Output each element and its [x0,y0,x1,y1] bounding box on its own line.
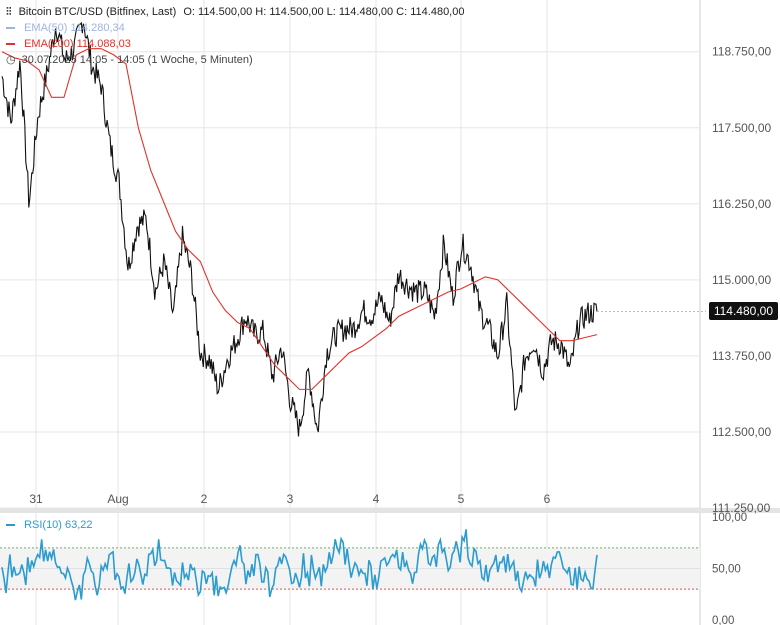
legend-instrument: ⫶⫶ Bitcoin BTC/USD (Bitfinex, Last) O: 1… [6,4,464,20]
rsi-panel: 100,00 50,00 0,00 [0,512,747,625]
x-tick-label: Aug [107,492,128,506]
x-tick-label: 31 [29,492,43,506]
rsi-line [1,529,598,601]
y-tick-label: 115.000,00 [712,273,771,287]
ema200-line [1,48,598,390]
ema50-label: EMA(50) 114.280,34 [24,22,125,34]
x-axis: 31 Aug 2 3 4 5 6 [29,492,550,506]
x-tick-label: 4 [373,492,380,506]
legend-rsi[interactable]: RSI(10) 63,22 [6,517,93,533]
rsi-tick-label: 100,00 [712,512,747,524]
y-tick-label: 116.250,00 [712,197,771,211]
ema50-swatch [6,27,15,30]
x-tick-label: 2 [201,492,208,506]
legend-range: ◷ 30.07.2025 14:05 - 14:05 (1 Woche, 5 M… [6,52,253,68]
clock-icon: ◷ [6,54,16,66]
legend-ema200[interactable]: EMA(200) 114.088,03 [6,36,131,52]
y-tick-label: 118.750,00 [712,45,771,59]
panel-separator [0,508,780,513]
x-tick-label: 3 [287,492,294,506]
range-label: 30.07.2025 14:05 - 14:05 (1 Woche, 5 Min… [21,54,253,66]
instrument-name: Bitcoin BTC/USD (Bitfinex, Last) [18,6,177,18]
y-tick-label: 113.750,00 [712,349,771,363]
ohlc-icon: ⫶⫶ [6,6,12,18]
price-line [1,21,598,437]
rsi-swatch [6,524,15,527]
ema200-swatch [6,43,15,46]
y-tick-label: 112.500,00 [712,425,771,439]
rsi-label: RSI(10) 63,22 [24,519,93,531]
rsi-tick-label: 0,00 [712,615,734,625]
y-tick-label: 117.500,00 [712,121,771,135]
last-price-tag: 114.480,00 [708,302,778,320]
y-axis: 118.750,00 117.500,00 116.250,00 115.000,00… [712,45,771,515]
x-tick-label: 5 [458,492,465,506]
ohlc-values: O: 114.500,00 H: 114.500,00 L: 114.480,0… [183,6,465,18]
rsi-tick-label: 50,00 [712,564,741,576]
y-tick-label: 111.250,00 [712,501,771,515]
legend-ema50[interactable]: EMA(50) 114.280,34 [6,20,125,36]
series [1,21,706,437]
x-tick-label: 6 [544,492,551,506]
ema200-label: EMA(200) 114.088,03 [24,38,131,50]
